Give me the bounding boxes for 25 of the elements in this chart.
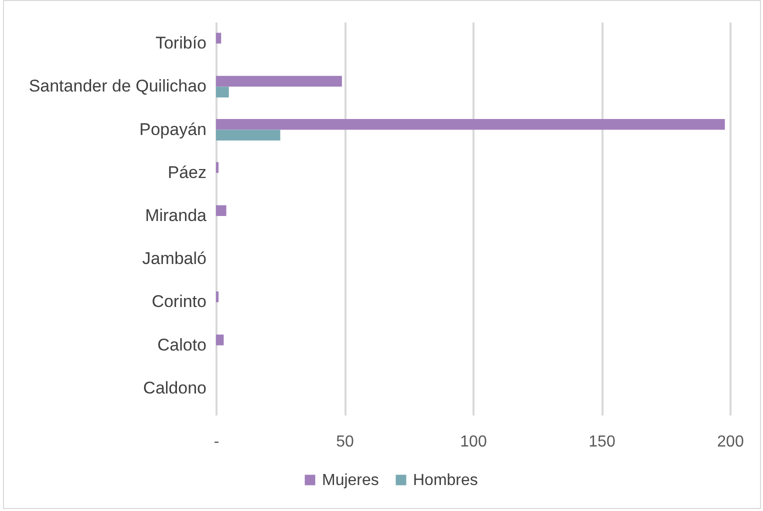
y-tick-label: Toribío: [155, 34, 206, 53]
y-tick-label: Santander de Quilichao: [28, 76, 206, 96]
x-tick-label: 100: [460, 434, 487, 450]
bar: [216, 76, 342, 87]
bar: [216, 334, 224, 346]
legend-label: Mujeres: [322, 472, 379, 489]
y-tick-label: Corinto: [152, 292, 206, 312]
y-tick-label: Miranda: [145, 206, 208, 225]
legend-label: Hombres: [413, 472, 478, 489]
bar: [216, 130, 280, 141]
y-tick-label: Jambaló: [142, 249, 206, 268]
y-tick-label: Páez: [168, 162, 206, 182]
bar: [216, 86, 229, 98]
x-tick-label: 200: [717, 434, 744, 450]
y-tick-label: Caloto: [157, 335, 206, 354]
x-tick-label: -: [214, 434, 220, 450]
x-tick-label: 50: [336, 434, 354, 450]
bar: [216, 162, 219, 173]
bar: [216, 291, 219, 302]
y-tick-label: Popayán: [139, 120, 206, 139]
x-tick-label: 150: [588, 434, 616, 450]
bar: [216, 205, 226, 216]
bar: [216, 119, 725, 130]
bar: [216, 32, 222, 44]
y-tick-label: Caldono: [143, 378, 206, 398]
